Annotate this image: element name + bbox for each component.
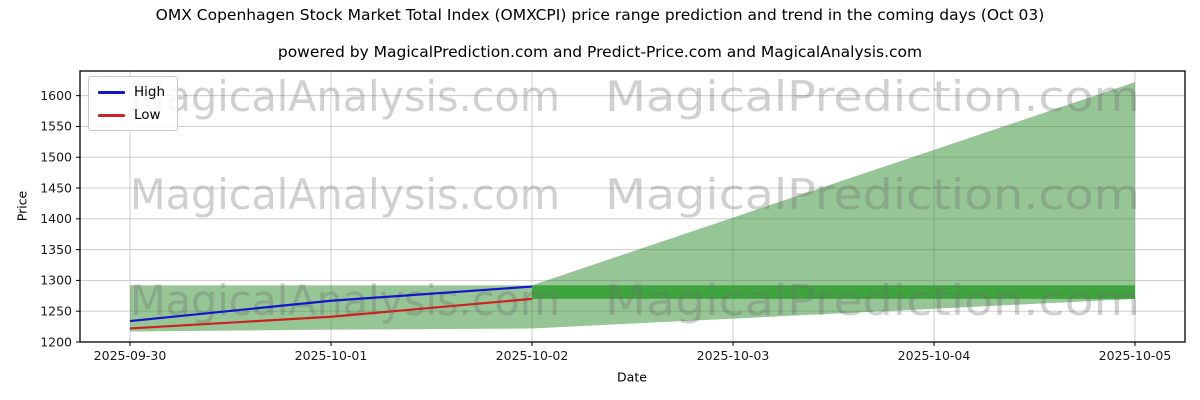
- chart-title: OMX Copenhagen Stock Market Total Index …: [155, 6, 1045, 24]
- x-tick-label: 2025-10-05: [1099, 348, 1172, 363]
- high-line: [129, 285, 533, 323]
- y-tick-label: 1550: [40, 119, 72, 134]
- watermark-prediction: MagicalPrediction.com: [605, 170, 1140, 219]
- y-tick-label: 1200: [40, 334, 72, 349]
- legend: High Low: [88, 76, 179, 131]
- watermark-prediction: MagicalPrediction.com: [605, 276, 1140, 325]
- y-tick-label: 1500: [40, 150, 72, 165]
- forecast-range-band: [532, 285, 1135, 299]
- watermark-analysis: MagicalAnalysis.com: [130, 170, 560, 219]
- x-tick-label: 2025-10-01: [295, 348, 368, 363]
- x-tick-label: 2025-10-04: [898, 348, 971, 363]
- y-tick-label: 1250: [40, 304, 72, 319]
- plot-frame: [79, 70, 1186, 343]
- y-tick-label: 1300: [40, 273, 72, 288]
- x-tick-label: 2025-09-30: [94, 348, 167, 363]
- chart-subtitle: powered by MagicalPrediction.com and Pre…: [277, 43, 923, 61]
- x-axis-label: Date: [617, 369, 647, 385]
- y-tick-label: 1450: [40, 180, 72, 195]
- low-line: [129, 297, 533, 330]
- legend-item-high: High: [98, 84, 165, 100]
- low-line-swatch: [98, 113, 125, 117]
- y-tick-label: 1400: [40, 211, 72, 226]
- legend-label-low: Low: [134, 107, 161, 123]
- legend-label-high: High: [134, 84, 166, 100]
- watermark-analysis: MagicalAnalysis.com: [130, 72, 560, 121]
- watermark-prediction: MagicalPrediction.com: [605, 72, 1140, 121]
- legend-item-low: Low: [98, 107, 165, 123]
- y-tick-label: 1600: [40, 88, 72, 103]
- prediction-range-fan: [130, 82, 1135, 332]
- high-line-swatch: [98, 90, 125, 94]
- y-axis-label: Price: [14, 190, 30, 222]
- x-tick-label: 2025-10-02: [496, 348, 569, 363]
- y-tick-label: 1350: [40, 242, 72, 257]
- x-tick-label: 2025-10-03: [697, 348, 770, 363]
